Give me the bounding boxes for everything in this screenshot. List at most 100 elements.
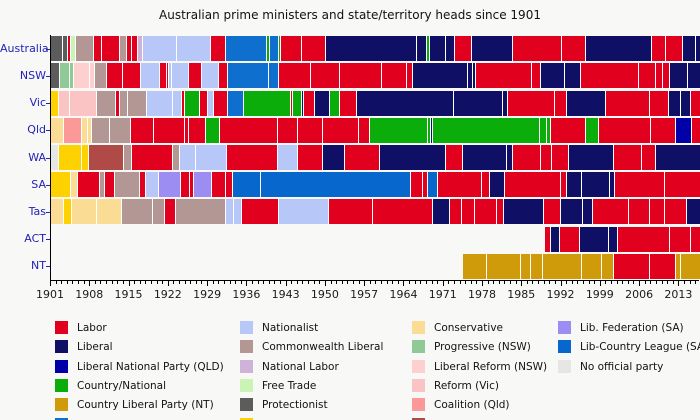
legend-swatch-united_australia bbox=[55, 417, 68, 420]
x-axis-major-tick bbox=[324, 281, 326, 286]
timeline-segment bbox=[170, 63, 189, 89]
timeline-segment bbox=[88, 145, 125, 170]
timeline-segment bbox=[51, 145, 59, 170]
timeline-segment bbox=[426, 36, 430, 62]
timeline-segment bbox=[51, 172, 70, 198]
x-axis-minor-tick bbox=[83, 281, 85, 284]
timeline-segment bbox=[321, 145, 345, 170]
x-axis-minor-tick bbox=[627, 281, 629, 284]
legend-swatch-clp bbox=[55, 398, 68, 412]
timeline-segment bbox=[680, 253, 700, 279]
timeline-segment bbox=[51, 36, 62, 62]
timeline-segment bbox=[664, 172, 700, 198]
timeline-segment bbox=[530, 253, 544, 279]
x-axis-minor-tick bbox=[582, 281, 584, 284]
legend-swatch-ministerialist bbox=[412, 417, 425, 420]
timeline-segment bbox=[59, 63, 70, 89]
legend-label-reform_vic: Reform (Vic) bbox=[434, 379, 499, 392]
x-axis-major-tick bbox=[560, 281, 562, 286]
timeline-segment bbox=[502, 90, 509, 116]
x-axis-label: 1957 bbox=[350, 288, 379, 301]
timeline-segment bbox=[327, 199, 374, 225]
timeline-segment bbox=[544, 226, 550, 252]
timeline-segment bbox=[277, 63, 312, 89]
timeline-segment bbox=[507, 90, 555, 116]
timeline-segment bbox=[96, 90, 116, 116]
timeline-segment bbox=[416, 36, 428, 62]
x-axis-minor-tick bbox=[397, 281, 399, 284]
timeline-segment bbox=[338, 63, 382, 89]
timeline-segment bbox=[187, 63, 203, 89]
timeline-segment bbox=[592, 199, 629, 225]
timeline-segment bbox=[530, 63, 542, 89]
x-axis-minor-tick bbox=[319, 281, 321, 284]
timeline-segment bbox=[471, 36, 514, 62]
timeline-segment bbox=[69, 172, 78, 198]
timeline-segment bbox=[277, 199, 329, 225]
timeline-segment bbox=[224, 172, 233, 198]
timeline-segment bbox=[71, 199, 97, 225]
timeline-segment bbox=[62, 117, 83, 143]
timeline-segment bbox=[463, 253, 487, 279]
timeline-segment bbox=[218, 63, 229, 89]
timeline-segment bbox=[542, 253, 582, 279]
timeline-segment bbox=[201, 63, 220, 89]
timeline-segment bbox=[76, 172, 100, 198]
row-label: ACT bbox=[24, 232, 46, 246]
x-axis-minor-tick bbox=[296, 281, 298, 284]
timeline-segment bbox=[72, 63, 90, 89]
legend-label-old_liberal: Old Liberal bbox=[262, 419, 319, 420]
legend-swatch-liberal bbox=[55, 340, 68, 354]
timeline-segment bbox=[125, 36, 133, 62]
timeline-segment bbox=[540, 63, 566, 89]
timeline-segment bbox=[550, 145, 569, 170]
timeline-segment bbox=[70, 36, 76, 62]
x-axis-minor-tick bbox=[291, 281, 293, 284]
timeline-segment bbox=[314, 90, 330, 116]
x-axis-minor-tick bbox=[66, 281, 68, 284]
timeline-segment bbox=[174, 199, 226, 225]
timeline-segment bbox=[66, 36, 72, 62]
timeline-segment bbox=[549, 226, 560, 252]
x-axis-minor-tick bbox=[526, 281, 528, 284]
x-axis-minor-tick bbox=[240, 281, 242, 284]
timeline-segment bbox=[226, 145, 278, 170]
x-axis-minor-tick bbox=[650, 281, 652, 284]
timeline-segment bbox=[431, 199, 450, 225]
x-axis-major-tick bbox=[50, 281, 51, 286]
legend-label-lnp: Liberal National Party (QLD) bbox=[77, 360, 224, 373]
x-axis-minor-tick bbox=[352, 281, 354, 284]
x-axis-minor-tick bbox=[179, 281, 181, 284]
legend-label-country: Country/National bbox=[77, 379, 167, 392]
x-axis-minor-tick bbox=[622, 281, 624, 284]
x-axis-minor-tick bbox=[336, 281, 338, 284]
timeline-segment bbox=[108, 117, 131, 143]
timeline-segment bbox=[104, 172, 115, 198]
timeline-segment bbox=[486, 253, 522, 279]
legend-swatch-no_party bbox=[558, 359, 571, 373]
x-axis-minor-tick bbox=[392, 281, 394, 284]
timeline-segment bbox=[136, 36, 144, 62]
legend-label-liberal: Liberal bbox=[77, 341, 113, 354]
timeline-segment bbox=[205, 117, 221, 143]
timeline-segment bbox=[61, 36, 68, 62]
x-axis-minor-tick bbox=[493, 281, 495, 284]
x-axis-minor-tick bbox=[184, 281, 186, 284]
x-axis-minor-tick bbox=[150, 281, 152, 284]
timeline-segment bbox=[139, 63, 161, 89]
timeline-segment bbox=[118, 36, 127, 62]
timeline-segment bbox=[51, 199, 64, 225]
x-axis-minor-tick bbox=[409, 281, 411, 284]
timeline-segment bbox=[195, 145, 228, 170]
timeline-segment bbox=[582, 199, 594, 225]
timeline-segment bbox=[339, 90, 358, 116]
timeline-segment bbox=[328, 90, 341, 116]
x-axis-major-tick bbox=[285, 281, 287, 286]
y-axis-tick bbox=[46, 266, 50, 268]
timeline-segment bbox=[224, 199, 234, 225]
timeline-segment bbox=[199, 90, 208, 116]
x-axis-major-tick bbox=[482, 281, 483, 286]
legend-swatch-lnp bbox=[55, 359, 68, 373]
timeline-segment bbox=[608, 172, 616, 198]
timeline-segment bbox=[181, 90, 185, 116]
